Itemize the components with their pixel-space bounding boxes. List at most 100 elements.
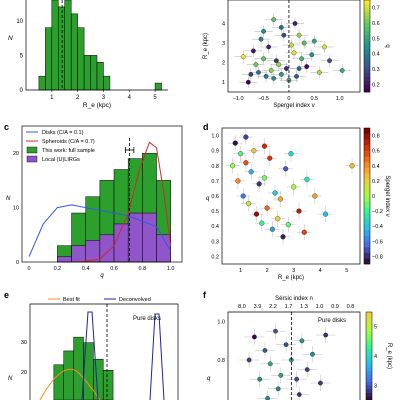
y-tick-label: 0.7 — [211, 179, 219, 185]
panel-f-colorbar-segment — [366, 363, 372, 368]
x-tick-label: 1.0 — [167, 266, 175, 272]
data-point — [299, 56, 304, 62]
panel-d-colorbar-segment — [364, 230, 370, 236]
data-point — [318, 380, 323, 386]
x-tick-label: 1 — [239, 268, 242, 274]
data-point — [276, 62, 282, 67]
histogram-bar — [73, 336, 84, 400]
y-axis-label: q — [207, 376, 211, 382]
histogram-bar-lirgs — [57, 256, 72, 263]
data-point — [327, 58, 332, 64]
data-point — [267, 155, 273, 161]
y-tick-label: 20 — [13, 151, 19, 157]
histogram-bar — [70, 13, 78, 91]
panel-f-colorbar-segment — [366, 312, 372, 316]
x-tick-label: 2 — [266, 268, 269, 274]
panel-f-colorbar-segment — [366, 385, 372, 390]
panel-f-colorbar-segment — [366, 356, 372, 360]
panel-e-frame — [29, 303, 179, 400]
x-tick-label: 2 — [76, 95, 80, 101]
legend-label: Disks (C/A = 0.1) — [42, 130, 84, 136]
x-tick-label: 5 — [345, 268, 348, 274]
panel-d-colorbar-segment — [364, 252, 370, 259]
data-point — [299, 338, 305, 344]
panel-b: −1.0 −0.5 0 0.5 1.0 1 2 3 4 Spergel index ν R_e (k… — [203, 0, 390, 109]
data-point — [291, 184, 297, 190]
data-point — [251, 148, 257, 154]
panel-d-colorbar-tick-label: 0.8 — [372, 134, 380, 140]
panel-b-colorbar-segment — [364, 38, 370, 43]
data-point — [275, 216, 281, 222]
panel-f-colorbar-segment — [366, 341, 372, 346]
panel-b-colorbar-segment — [364, 72, 370, 77]
data-point — [261, 143, 268, 149]
panel-d-colorbar-segment — [364, 179, 370, 185]
panel-e-letter: e — [4, 290, 9, 300]
panel-b-colorbar-tick-label: 0.2 — [372, 82, 380, 88]
legend-label: Local (U)LIRGs — [42, 157, 80, 163]
data-point — [296, 32, 302, 38]
panel-f-colorbar-segment — [366, 359, 372, 364]
data-point — [310, 351, 315, 357]
data-point — [256, 70, 261, 75]
legend-label: Deconvolved — [119, 297, 151, 303]
top-x-tick-label: 2.2 — [269, 304, 277, 310]
data-point — [273, 328, 278, 334]
data-point — [273, 58, 279, 64]
histogram-bar — [90, 55, 98, 91]
y-tick-label: 20 — [21, 370, 27, 376]
y-tick-label: 3 — [222, 41, 225, 47]
data-point — [296, 392, 302, 397]
data-point — [280, 234, 286, 240]
data-point — [288, 151, 294, 157]
panel-f-colorbar-segment — [366, 396, 372, 400]
y-tick-label: 0.4 — [211, 224, 219, 230]
panel-d-colorbar-segment — [364, 190, 370, 197]
panel-b-colorbar-segment — [364, 80, 370, 85]
histogram-bar — [64, 0, 72, 91]
panel-b-colorbar-segment — [364, 88, 370, 93]
data-point — [304, 64, 310, 69]
data-point — [278, 373, 284, 378]
histogram-bar — [63, 350, 74, 400]
data-point — [230, 163, 236, 169]
y-axis-label: N — [8, 35, 13, 42]
panel-b-colorbar-segment — [364, 53, 370, 58]
panel-b-colorbar-segment — [364, 57, 370, 62]
data-point — [304, 176, 310, 182]
annotation: Pure disks — [318, 318, 346, 324]
data-point — [235, 178, 241, 184]
panel-d-colorbar-segment — [364, 150, 370, 157]
panel-f-colorbar-segment — [366, 374, 372, 379]
panel-f-colorbar-tick-label: 5 — [374, 325, 377, 331]
panel-f-colorbar-frame — [365, 311, 373, 400]
histogram-bar — [45, 27, 53, 91]
axes-frame — [25, 0, 168, 91]
panel-b-colorbar-segment — [364, 3, 370, 8]
panel-d-colorbar-segment — [364, 162, 370, 168]
panel-f-colorbar-segment — [366, 378, 372, 382]
panel-f-colorbar-segment — [366, 381, 372, 386]
panel-f-colorbar-segment — [366, 370, 372, 375]
histogram-bar-lirgs — [71, 245, 86, 263]
panel-d-colorbar-segment — [364, 235, 370, 242]
y-tick-label: 0.9 — [211, 149, 219, 155]
y-axis-label: R_e (kpc) — [203, 33, 209, 59]
histogram-bar — [103, 75, 111, 91]
y-tick-label: 0.5 — [211, 209, 219, 215]
data-point — [271, 75, 277, 81]
x-axis-label: q — [100, 273, 104, 279]
panel-d-colorbar-tick-label: −0.2 — [372, 209, 383, 215]
panel-d-frame — [221, 127, 361, 265]
panel-b-colorbar-label: q — [384, 44, 390, 47]
panel-f-colorbar-segment — [366, 367, 372, 371]
panel-d-colorbar-tick-label: −0.4 — [372, 224, 383, 230]
x-tick-label: 0.8 — [139, 266, 147, 272]
x-tick-label: 1.0 — [336, 96, 344, 102]
histogram-bar — [53, 364, 64, 400]
panel-d-colorbar-segment — [364, 139, 370, 146]
panel-d-colorbar-segment — [364, 196, 370, 202]
best-fit-curve — [39, 368, 101, 400]
data-point — [269, 226, 275, 232]
